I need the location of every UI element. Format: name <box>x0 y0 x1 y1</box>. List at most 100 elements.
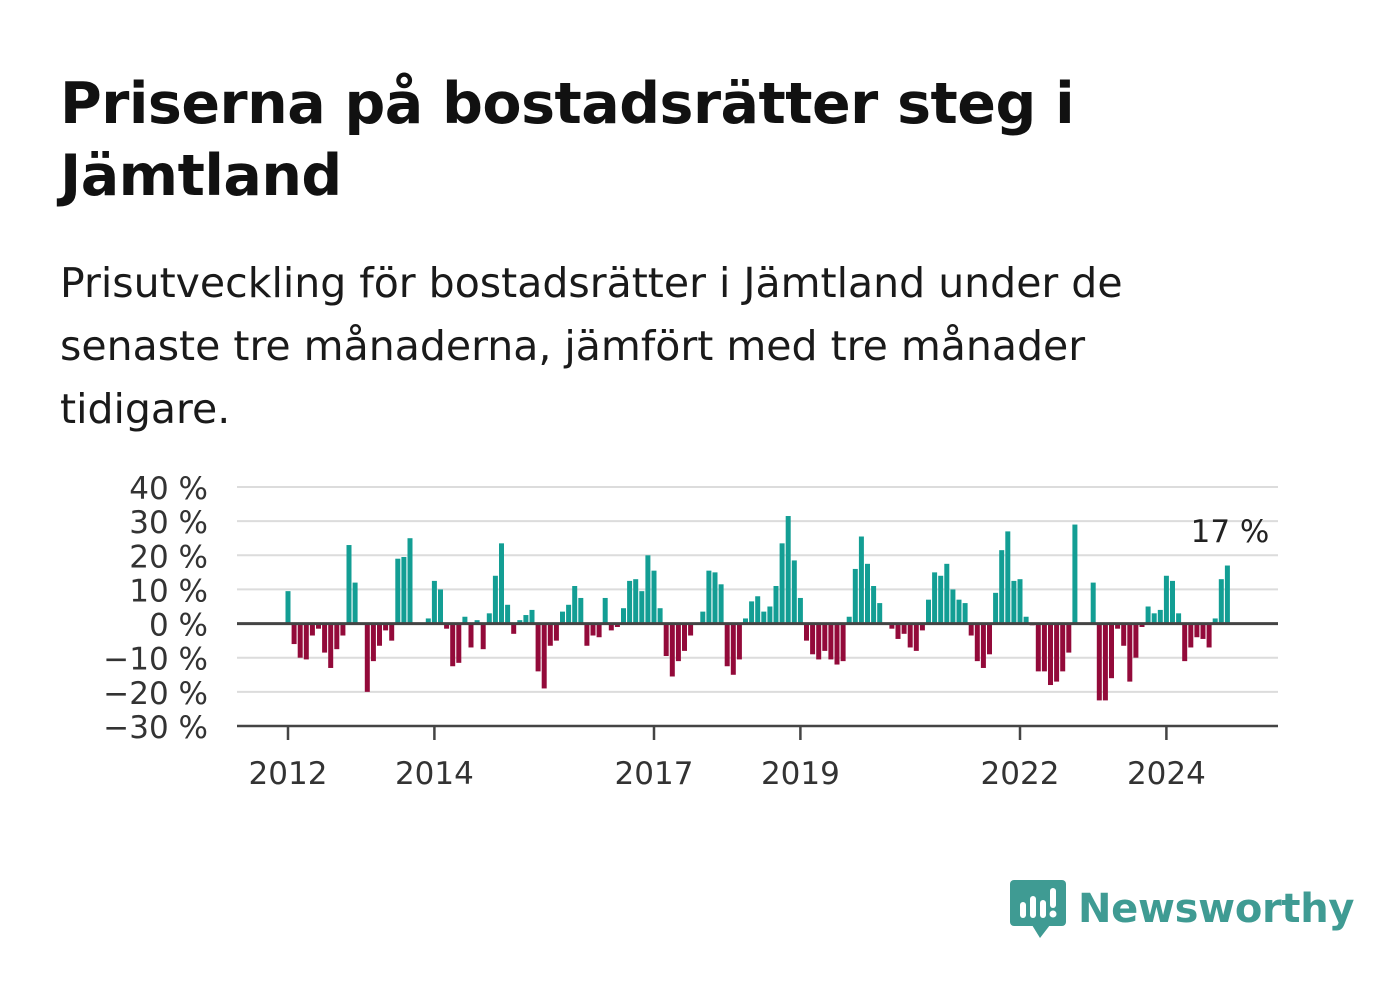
bar <box>1011 580 1017 624</box>
bar <box>657 608 663 624</box>
bar <box>938 575 944 624</box>
bar <box>1200 623 1206 639</box>
y-tick-label: 20 % <box>129 539 208 575</box>
bar <box>377 623 382 646</box>
bar <box>456 623 462 663</box>
y-tick-label: −10 % <box>103 642 208 678</box>
x-tick-label: 2022 <box>981 756 1060 792</box>
bar <box>907 623 913 648</box>
bar <box>566 604 572 624</box>
x-tick-label: 2014 <box>395 756 474 792</box>
bar <box>352 582 358 624</box>
brand-name: Newsworthy <box>1078 886 1355 932</box>
bar <box>743 618 748 624</box>
bar <box>974 623 980 662</box>
bar <box>871 586 877 624</box>
bar <box>383 623 389 631</box>
price-change-bar-chart: −30 %−20 %−10 %0 %10 %20 %30 %40 % 2012 20… <box>103 471 1278 792</box>
bar <box>993 592 999 624</box>
bar <box>322 623 328 653</box>
bar <box>431 580 437 624</box>
bar <box>968 623 974 636</box>
bar <box>1133 623 1139 658</box>
bar <box>1163 575 1169 624</box>
bar <box>1054 623 1060 682</box>
bar <box>901 623 907 634</box>
bar <box>480 623 486 650</box>
bar <box>297 623 303 658</box>
bar <box>865 563 870 624</box>
bar <box>987 623 992 655</box>
bar <box>517 620 523 624</box>
bar <box>816 623 822 660</box>
bar <box>675 623 681 662</box>
brand-logo: Newsworthy <box>1010 878 1355 940</box>
bar <box>499 543 504 624</box>
bar <box>913 623 919 651</box>
bar <box>511 623 517 634</box>
bar <box>797 597 803 624</box>
bar <box>773 586 779 624</box>
bar <box>590 623 596 636</box>
bar <box>560 611 565 624</box>
bar <box>645 555 651 624</box>
bar <box>578 597 584 624</box>
y-tick-label: −30 % <box>103 710 208 746</box>
bar <box>736 623 742 660</box>
bar <box>889 623 895 629</box>
y-tick-label: 10 % <box>129 573 208 609</box>
bar <box>651 570 657 624</box>
bar <box>547 623 553 646</box>
bar <box>389 623 395 641</box>
bar <box>602 597 608 624</box>
y-tick-label: 0 % <box>149 608 208 644</box>
bar <box>962 603 968 624</box>
bar <box>529 609 535 624</box>
bar <box>1224 565 1230 624</box>
bar <box>858 536 864 624</box>
bar <box>669 623 675 677</box>
bar <box>523 615 529 624</box>
bar <box>944 563 950 624</box>
bar <box>877 603 883 624</box>
bar <box>1170 580 1175 624</box>
bar <box>999 550 1005 624</box>
bar <box>425 618 431 624</box>
bar <box>932 572 938 624</box>
bar <box>926 599 931 624</box>
bar <box>840 623 846 662</box>
bar <box>639 591 645 624</box>
bar <box>1017 579 1023 624</box>
bar <box>779 543 785 624</box>
bar <box>1102 623 1108 701</box>
bar <box>724 623 730 667</box>
bar <box>285 591 291 624</box>
bar <box>584 623 590 646</box>
bar <box>688 623 694 636</box>
x-tick-label: 2012 <box>249 756 328 792</box>
bar <box>438 589 443 624</box>
y-tick-label: 40 % <box>129 471 208 507</box>
bar <box>633 579 639 624</box>
bar <box>852 568 858 624</box>
bar <box>1115 623 1121 629</box>
end-value-label: 17 % <box>1191 514 1270 550</box>
bar <box>553 623 559 641</box>
bar <box>1109 623 1114 679</box>
bar <box>1182 623 1188 662</box>
bar <box>730 623 736 675</box>
bar <box>596 623 602 638</box>
bar <box>1206 623 1212 648</box>
bar <box>627 580 633 624</box>
labels: −30 %−20 %−10 %0 %10 %20 %30 %40 % 2012 20… <box>103 471 1269 792</box>
bar <box>1188 623 1194 648</box>
page-title: Priserna på bostadsrätter steg i Jämtlan… <box>60 71 1075 209</box>
bar <box>1176 613 1182 624</box>
bar <box>1151 613 1157 624</box>
bar <box>505 604 511 624</box>
bar <box>334 623 340 650</box>
bar <box>791 560 797 624</box>
bar <box>1023 616 1029 624</box>
bar <box>1096 623 1102 701</box>
bar <box>1145 606 1151 624</box>
